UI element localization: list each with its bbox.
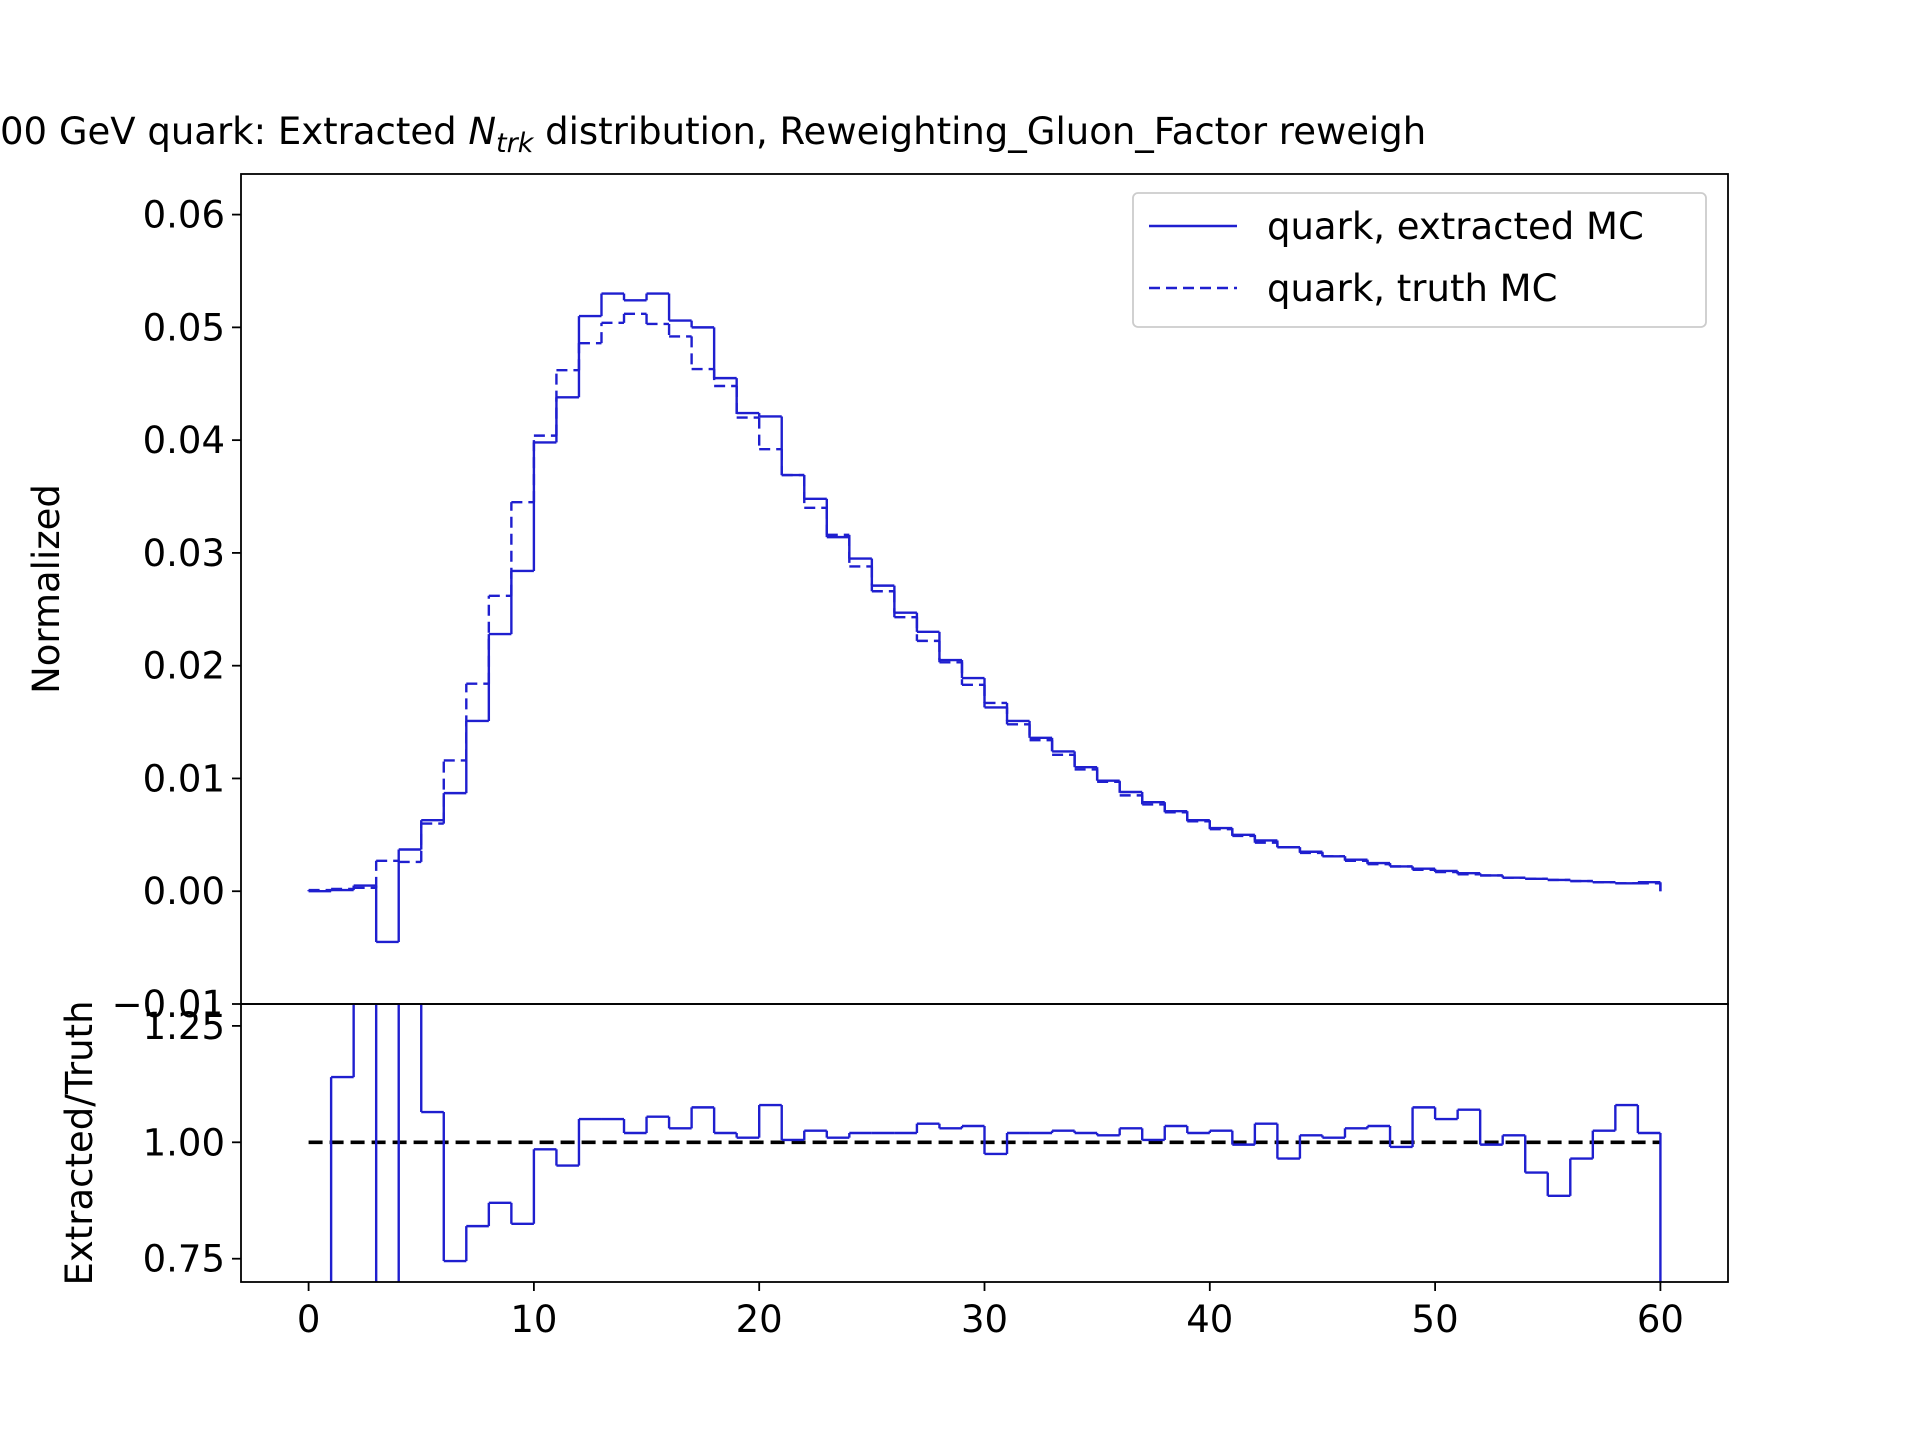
- axes-frame: [240, 1003, 1729, 1283]
- y-tick-label: 0.05: [143, 306, 225, 349]
- x-tick-label: 20: [736, 1298, 783, 1341]
- chart-title: 00 GeV quark: Extracted Ntrk distributio…: [0, 110, 1426, 159]
- y-tick-label: −0.01: [112, 983, 225, 1026]
- title-part: 00 GeV quark: Extracted: [0, 110, 468, 153]
- y-tick-label: 0.00: [143, 870, 225, 913]
- y-tick-label: 1.25: [143, 1005, 225, 1048]
- legend-label: quark, truth MC: [1267, 267, 1557, 310]
- y-tick-label: 1.00: [143, 1121, 225, 1164]
- x-tick-label: 30: [961, 1298, 1008, 1341]
- legend-box: [1132, 192, 1707, 328]
- y-axis-label: Normalized: [25, 484, 68, 694]
- y-tick-label: 0.03: [143, 532, 225, 575]
- plot-area: [307, 292, 1662, 944]
- x-tick-label: 40: [1186, 1298, 1233, 1341]
- y-tick-label: 0.02: [143, 645, 225, 688]
- title-part: distribution, Reweighting_Gluon_Factor r…: [533, 110, 1426, 153]
- y-tick-label: 0.06: [143, 194, 225, 237]
- x-tick-label: 10: [510, 1298, 557, 1341]
- plot-area: [308, 1004, 1662, 1282]
- y-tick-label: 0.04: [143, 419, 225, 462]
- y-tick-label: 0.75: [143, 1238, 225, 1281]
- x-tick-label: 0: [297, 1298, 321, 1341]
- y-tick-label: 0.01: [143, 757, 225, 800]
- x-tick-label: 60: [1637, 1298, 1684, 1341]
- x-tick-label: 50: [1412, 1298, 1459, 1341]
- title-part: trk: [496, 128, 535, 159]
- title-part: N: [468, 110, 496, 153]
- legend-label: quark, extracted MC: [1267, 205, 1644, 248]
- y-axis-label: Extracted/Truth: [58, 1000, 101, 1285]
